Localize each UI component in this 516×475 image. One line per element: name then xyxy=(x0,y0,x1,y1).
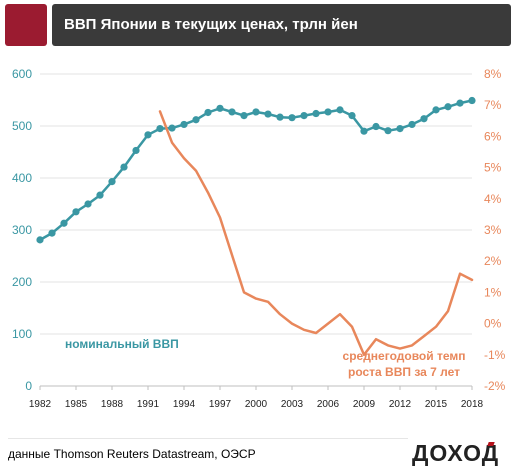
x-axis-tick-label: 2009 xyxy=(353,399,376,410)
right-axis-tick-label: 1% xyxy=(484,285,502,299)
header: ВВП Японии в текущих ценах, трлн йен xyxy=(0,0,516,50)
nominal-gdp-point xyxy=(324,108,332,116)
nominal-gdp-point xyxy=(432,106,440,114)
nominal-gdp-point xyxy=(156,125,164,133)
nominal-gdp-point xyxy=(336,106,344,114)
nominal-gdp-point xyxy=(288,114,296,122)
nominal-gdp-point xyxy=(132,146,140,155)
right-axis-tick-label: 4% xyxy=(484,192,502,206)
right-axis-tick-label: 3% xyxy=(484,223,502,237)
nominal-gdp-point xyxy=(228,108,236,116)
x-axis-tick-label: 2006 xyxy=(317,399,340,410)
footer-divider xyxy=(8,438,408,439)
nominal-gdp-point xyxy=(108,178,116,186)
nominal-gdp-point xyxy=(384,127,392,135)
x-axis-tick-label: 2003 xyxy=(281,399,304,410)
nominal-gdp-point xyxy=(300,112,308,120)
x-axis-tick-label: 1997 xyxy=(209,399,232,410)
title-bar: ВВП Японии в текущих ценах, трлн йен xyxy=(52,4,511,46)
right-axis-tick-label: 5% xyxy=(484,161,502,175)
left-axis-tick-label: 200 xyxy=(12,275,32,289)
right-axis-tick-label: 7% xyxy=(484,98,502,112)
nominal-gdp-point xyxy=(276,113,284,121)
left-axis-tick-label: 400 xyxy=(12,171,32,185)
right-axis-tick-label: 6% xyxy=(484,129,502,143)
chart-title: ВВП Японии в текущих ценах, трлн йен xyxy=(64,16,358,33)
chart: 0 100 200 300 400 500 600 -2% -1% 0% 1% 2% 3% 4% 5% 6% 7… xyxy=(12,67,506,410)
right-axis-tick-label: 0% xyxy=(484,317,502,331)
left-axis-tick-label: 300 xyxy=(12,223,32,237)
x-axis-tick-label: 1985 xyxy=(65,399,88,410)
nominal-gdp-point xyxy=(48,229,56,237)
right-axis-tick-label: 2% xyxy=(484,254,502,268)
nominal-gdp-point xyxy=(180,120,188,129)
nominal-gdp-point xyxy=(204,108,212,117)
nominal-gdp-point xyxy=(468,96,476,105)
nominal-gdp-point xyxy=(240,112,248,120)
growth-rate-series-label-line2: роста ВВП за 7 лет xyxy=(348,365,460,379)
nominal-gdp-point xyxy=(456,99,464,107)
nominal-gdp-point xyxy=(96,191,104,199)
brand-logo: ДОХОД xyxy=(412,440,500,466)
right-axis-tick-label: -1% xyxy=(484,348,506,362)
right-axis-tick-label: -2% xyxy=(484,379,506,393)
nominal-gdp-point xyxy=(72,208,80,216)
nominal-gdp-point xyxy=(216,104,224,112)
nominal-gdp-line xyxy=(38,99,474,242)
nominal-gdp-point xyxy=(444,103,452,111)
x-axis-tick-label: 1988 xyxy=(101,399,124,410)
nominal-gdp-point xyxy=(60,219,68,227)
nominal-gdp-point xyxy=(420,115,428,123)
x-axis-tick-label: 2000 xyxy=(245,399,268,410)
left-axis-tick-label: 500 xyxy=(12,119,32,133)
left-axis-tick-label: 0 xyxy=(25,379,32,393)
nominal-gdp-point xyxy=(120,163,128,171)
x-axis-tick-label: 1991 xyxy=(137,399,160,410)
source-note: данные Thomson Reuters Datastream, ОЭСР xyxy=(8,447,256,461)
nominal-gdp-point xyxy=(144,131,152,139)
x-axis-tick-label: 2015 xyxy=(425,399,448,410)
nominal-gdp-point xyxy=(312,109,320,118)
nominal-gdp-point xyxy=(168,124,176,132)
nominal-gdp-series-label: номинальный ВВП xyxy=(65,337,179,351)
x-axis-tick-label: 1982 xyxy=(29,399,52,410)
nominal-gdp-point xyxy=(348,112,356,120)
nominal-gdp-point xyxy=(252,108,260,116)
nominal-gdp-point xyxy=(396,125,404,133)
x-axis-tick-label: 2018 xyxy=(461,399,484,410)
nominal-gdp-point xyxy=(408,120,416,129)
x-axis-tick-label: 2012 xyxy=(389,399,412,410)
growth-rate-line xyxy=(158,110,474,357)
x-axis-tick-label: 1994 xyxy=(173,399,196,410)
brand-logo-square xyxy=(5,4,47,46)
left-axis-tick-label: 100 xyxy=(12,327,32,341)
left-axis-tick-label: 600 xyxy=(12,67,32,81)
right-axis-tick-label: 8% xyxy=(484,67,502,81)
nominal-gdp-point xyxy=(360,127,368,135)
nominal-gdp-point xyxy=(264,110,272,118)
nominal-gdp-point xyxy=(36,236,44,244)
nominal-gdp-point xyxy=(372,122,380,131)
nominal-gdp-point xyxy=(84,200,92,208)
nominal-gdp-point xyxy=(192,116,200,124)
growth-rate-series-label-line1: среднегодовой темп xyxy=(343,349,466,363)
